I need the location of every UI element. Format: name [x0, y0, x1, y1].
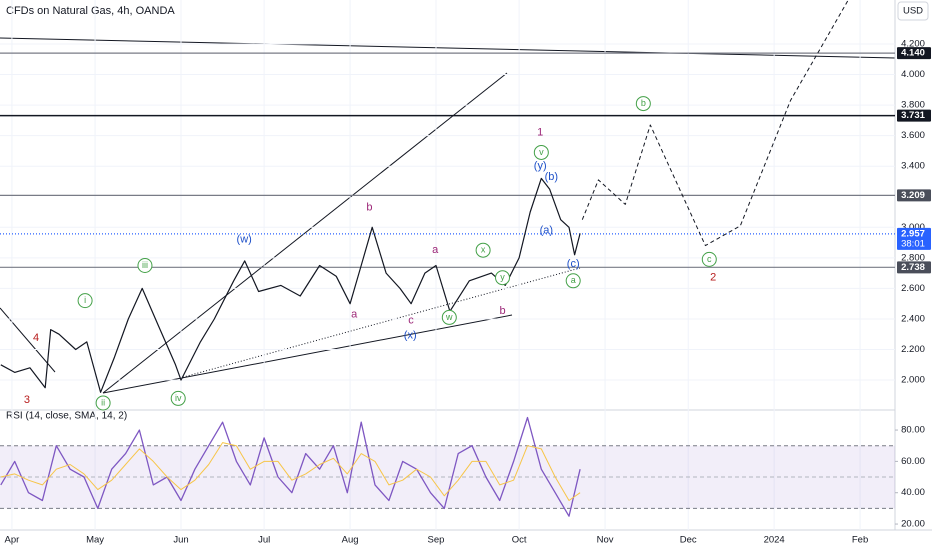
wave-label: (a) — [540, 224, 553, 236]
x-tick-label: Apr — [5, 535, 20, 546]
trend-line — [0, 37, 896, 59]
wave-label: a — [351, 308, 358, 320]
x-tick-label: Sep — [428, 535, 445, 546]
y-tick-label: 40.00 — [901, 487, 925, 498]
wave-circle — [441, 309, 457, 325]
series-line — [0, 416, 581, 517]
y-tick-label: 80.00 — [901, 425, 925, 436]
x-tick-label: Nov — [597, 535, 614, 546]
wave-label: b — [366, 201, 372, 213]
wave-label: b — [641, 98, 646, 108]
trend-line — [102, 72, 508, 394]
x-tick-label: Dec — [680, 535, 697, 546]
wave-circle — [77, 293, 93, 309]
chart-title: CFDs on Natural Gas, 4h, OANDA — [6, 5, 175, 17]
series-line — [0, 177, 581, 393]
level-label: 3.731 — [901, 110, 925, 121]
y-tick-label: 3.600 — [901, 130, 925, 141]
wave-label: (b) — [545, 171, 558, 183]
wave-label: 2 — [710, 272, 716, 284]
currency: USD — [903, 6, 923, 17]
y-tick-label: 2.000 — [901, 375, 925, 386]
y-tick-label: 2.600 — [901, 283, 925, 294]
level-badge — [897, 261, 931, 274]
trend-line — [179, 267, 581, 379]
wave-label: x — [481, 245, 486, 255]
wave-label: 3 — [24, 394, 30, 406]
wave-circle — [137, 257, 153, 273]
wave-label: y — [500, 272, 505, 282]
countdown: 38:01 — [901, 238, 925, 249]
wave-label: (x) — [404, 330, 417, 342]
level-badge — [897, 109, 931, 122]
level-label: 2.957 — [901, 228, 925, 239]
wave-label: w — [445, 312, 453, 322]
wave-circle — [170, 390, 186, 406]
wave-label: c — [707, 254, 712, 264]
x-tick-label: Jul — [258, 535, 270, 546]
y-tick-label: 2.200 — [901, 344, 925, 355]
level-label: 2.738 — [901, 262, 925, 273]
wave-circle — [95, 395, 111, 411]
y-tick-label: 2.800 — [901, 252, 925, 263]
series-line — [0, 442, 581, 501]
wave-label: (y) — [534, 160, 547, 172]
wave-label: i — [84, 295, 86, 305]
wave-label: v — [539, 147, 544, 157]
wave-label: 1 — [537, 126, 543, 138]
wave-label: (c) — [567, 258, 580, 270]
level-badge — [897, 47, 931, 60]
x-tick-label: Feb — [852, 535, 868, 546]
wave-circle — [475, 242, 491, 258]
x-tick-label: May — [86, 535, 104, 546]
wave-label: iii — [142, 260, 148, 270]
wave-circle — [701, 251, 717, 267]
y-tick-label: 60.00 — [901, 456, 925, 467]
level-label: 3.209 — [901, 190, 925, 201]
wave-label: ii — [101, 397, 105, 407]
wave-label: 4 — [33, 332, 39, 344]
x-tick-label: Oct — [512, 535, 527, 546]
rsi-title: RSI (14, close, SMA, 14, 2) — [6, 411, 127, 422]
y-tick-label: 4.200 — [901, 39, 925, 50]
y-tick-label: 20.00 — [901, 519, 925, 530]
wave-label: b — [499, 305, 505, 317]
x-tick-label: 2024 — [764, 535, 785, 546]
x-tick-label: Jun — [173, 535, 188, 546]
currency-box[interactable] — [897, 1, 929, 21]
y-tick-label: 3.000 — [901, 222, 925, 233]
y-tick-label: 2.400 — [901, 313, 925, 324]
wave-circle — [565, 273, 581, 289]
wave-circle — [635, 96, 651, 112]
wave-label: (w) — [237, 233, 252, 245]
x-tick-label: Aug — [342, 535, 359, 546]
y-tick-label: 3.400 — [901, 161, 925, 172]
level-badge — [897, 227, 931, 250]
wave-label: c — [408, 314, 414, 326]
wave-circle — [495, 270, 511, 286]
wave-label: iv — [175, 393, 182, 403]
level-badge — [897, 189, 931, 202]
wave-label: a — [571, 275, 576, 285]
level-label: 4.140 — [901, 48, 925, 59]
wave-label: a — [432, 244, 439, 256]
y-tick-label: 4.000 — [901, 69, 925, 80]
y-tick-label: 3.800 — [901, 100, 925, 111]
wave-circle — [533, 144, 549, 160]
